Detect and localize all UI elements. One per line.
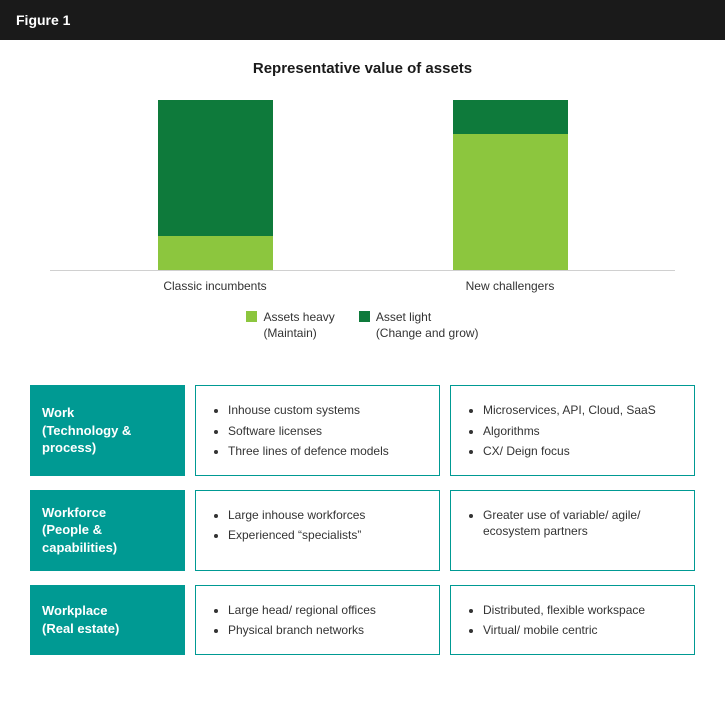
bars-area: [50, 101, 675, 271]
bar: [158, 100, 273, 270]
legend-item: Asset light(Change and grow): [359, 309, 479, 341]
list-item: Algorithms: [483, 423, 680, 439]
legend-swatch: [359, 311, 370, 322]
list-item: Large head/ regional offices: [228, 602, 425, 618]
bar-segment-asset-light: [453, 100, 568, 134]
figure-label: Figure 1: [16, 12, 70, 28]
category-label: Work(Technology & process): [30, 385, 185, 476]
list-item: Large inhouse workforces: [228, 507, 425, 523]
list-item: CX/ Deign focus: [483, 443, 680, 459]
comparison-table: Work(Technology & process)Inhouse custom…: [0, 357, 725, 699]
category-cell-challengers: Microservices, API, Cloud, SaaS Algorithm…: [450, 385, 695, 476]
bar-labels: Classic incumbents New challengers: [50, 271, 675, 293]
list-item: Three lines of defence models: [228, 443, 425, 459]
list-item: Physical branch networks: [228, 622, 425, 638]
category-row: Workforce(People & capabilities)Large in…: [30, 490, 695, 571]
legend-text: Assets heavy(Maintain): [263, 309, 334, 341]
category-cell-incumbents: Inhouse custom systems Software licenses T…: [195, 385, 440, 476]
category-row: Work(Technology & process)Inhouse custom…: [30, 385, 695, 476]
bar-segment-assets-heavy: [158, 236, 273, 270]
legend-item: Assets heavy(Maintain): [246, 309, 334, 341]
bar: [453, 100, 568, 270]
chart-title: Representative value of assets: [50, 60, 675, 77]
chart-legend: Assets heavy(Maintain) Asset light(Change…: [50, 309, 675, 341]
list-item: Virtual/ mobile centric: [483, 622, 680, 638]
list-item: Distributed, flexible workspace: [483, 602, 680, 618]
chart-container: Representative value of assets Classic i…: [0, 40, 725, 357]
list-item: Microservices, API, Cloud, SaaS: [483, 402, 680, 418]
list-item: Inhouse custom systems: [228, 402, 425, 418]
bar-segment-asset-light: [158, 100, 273, 236]
category-label: Workplace(Real estate): [30, 585, 185, 655]
bar-label: Classic incumbents: [158, 279, 273, 293]
category-cell-challengers: Greater use of variable/ agile/ ecosyste…: [450, 490, 695, 571]
list-item: Experienced “specialists”: [228, 527, 425, 543]
legend-swatch: [246, 311, 257, 322]
figure-header: Figure 1: [0, 0, 725, 40]
bar-segment-assets-heavy: [453, 134, 568, 270]
category-cell-incumbents: Large inhouse workforces Experienced “spe…: [195, 490, 440, 571]
category-cell-challengers: Distributed, flexible workspace Virtual/ …: [450, 585, 695, 655]
list-item: Software licenses: [228, 423, 425, 439]
category-label: Workforce(People & capabilities): [30, 490, 185, 571]
category-row: Workplace(Real estate)Large head/ region…: [30, 585, 695, 655]
bar-label: New challengers: [453, 279, 568, 293]
legend-text: Asset light(Change and grow): [376, 309, 479, 341]
category-cell-incumbents: Large head/ regional offices Physical bra…: [195, 585, 440, 655]
list-item: Greater use of variable/ agile/ ecosyste…: [483, 507, 680, 539]
